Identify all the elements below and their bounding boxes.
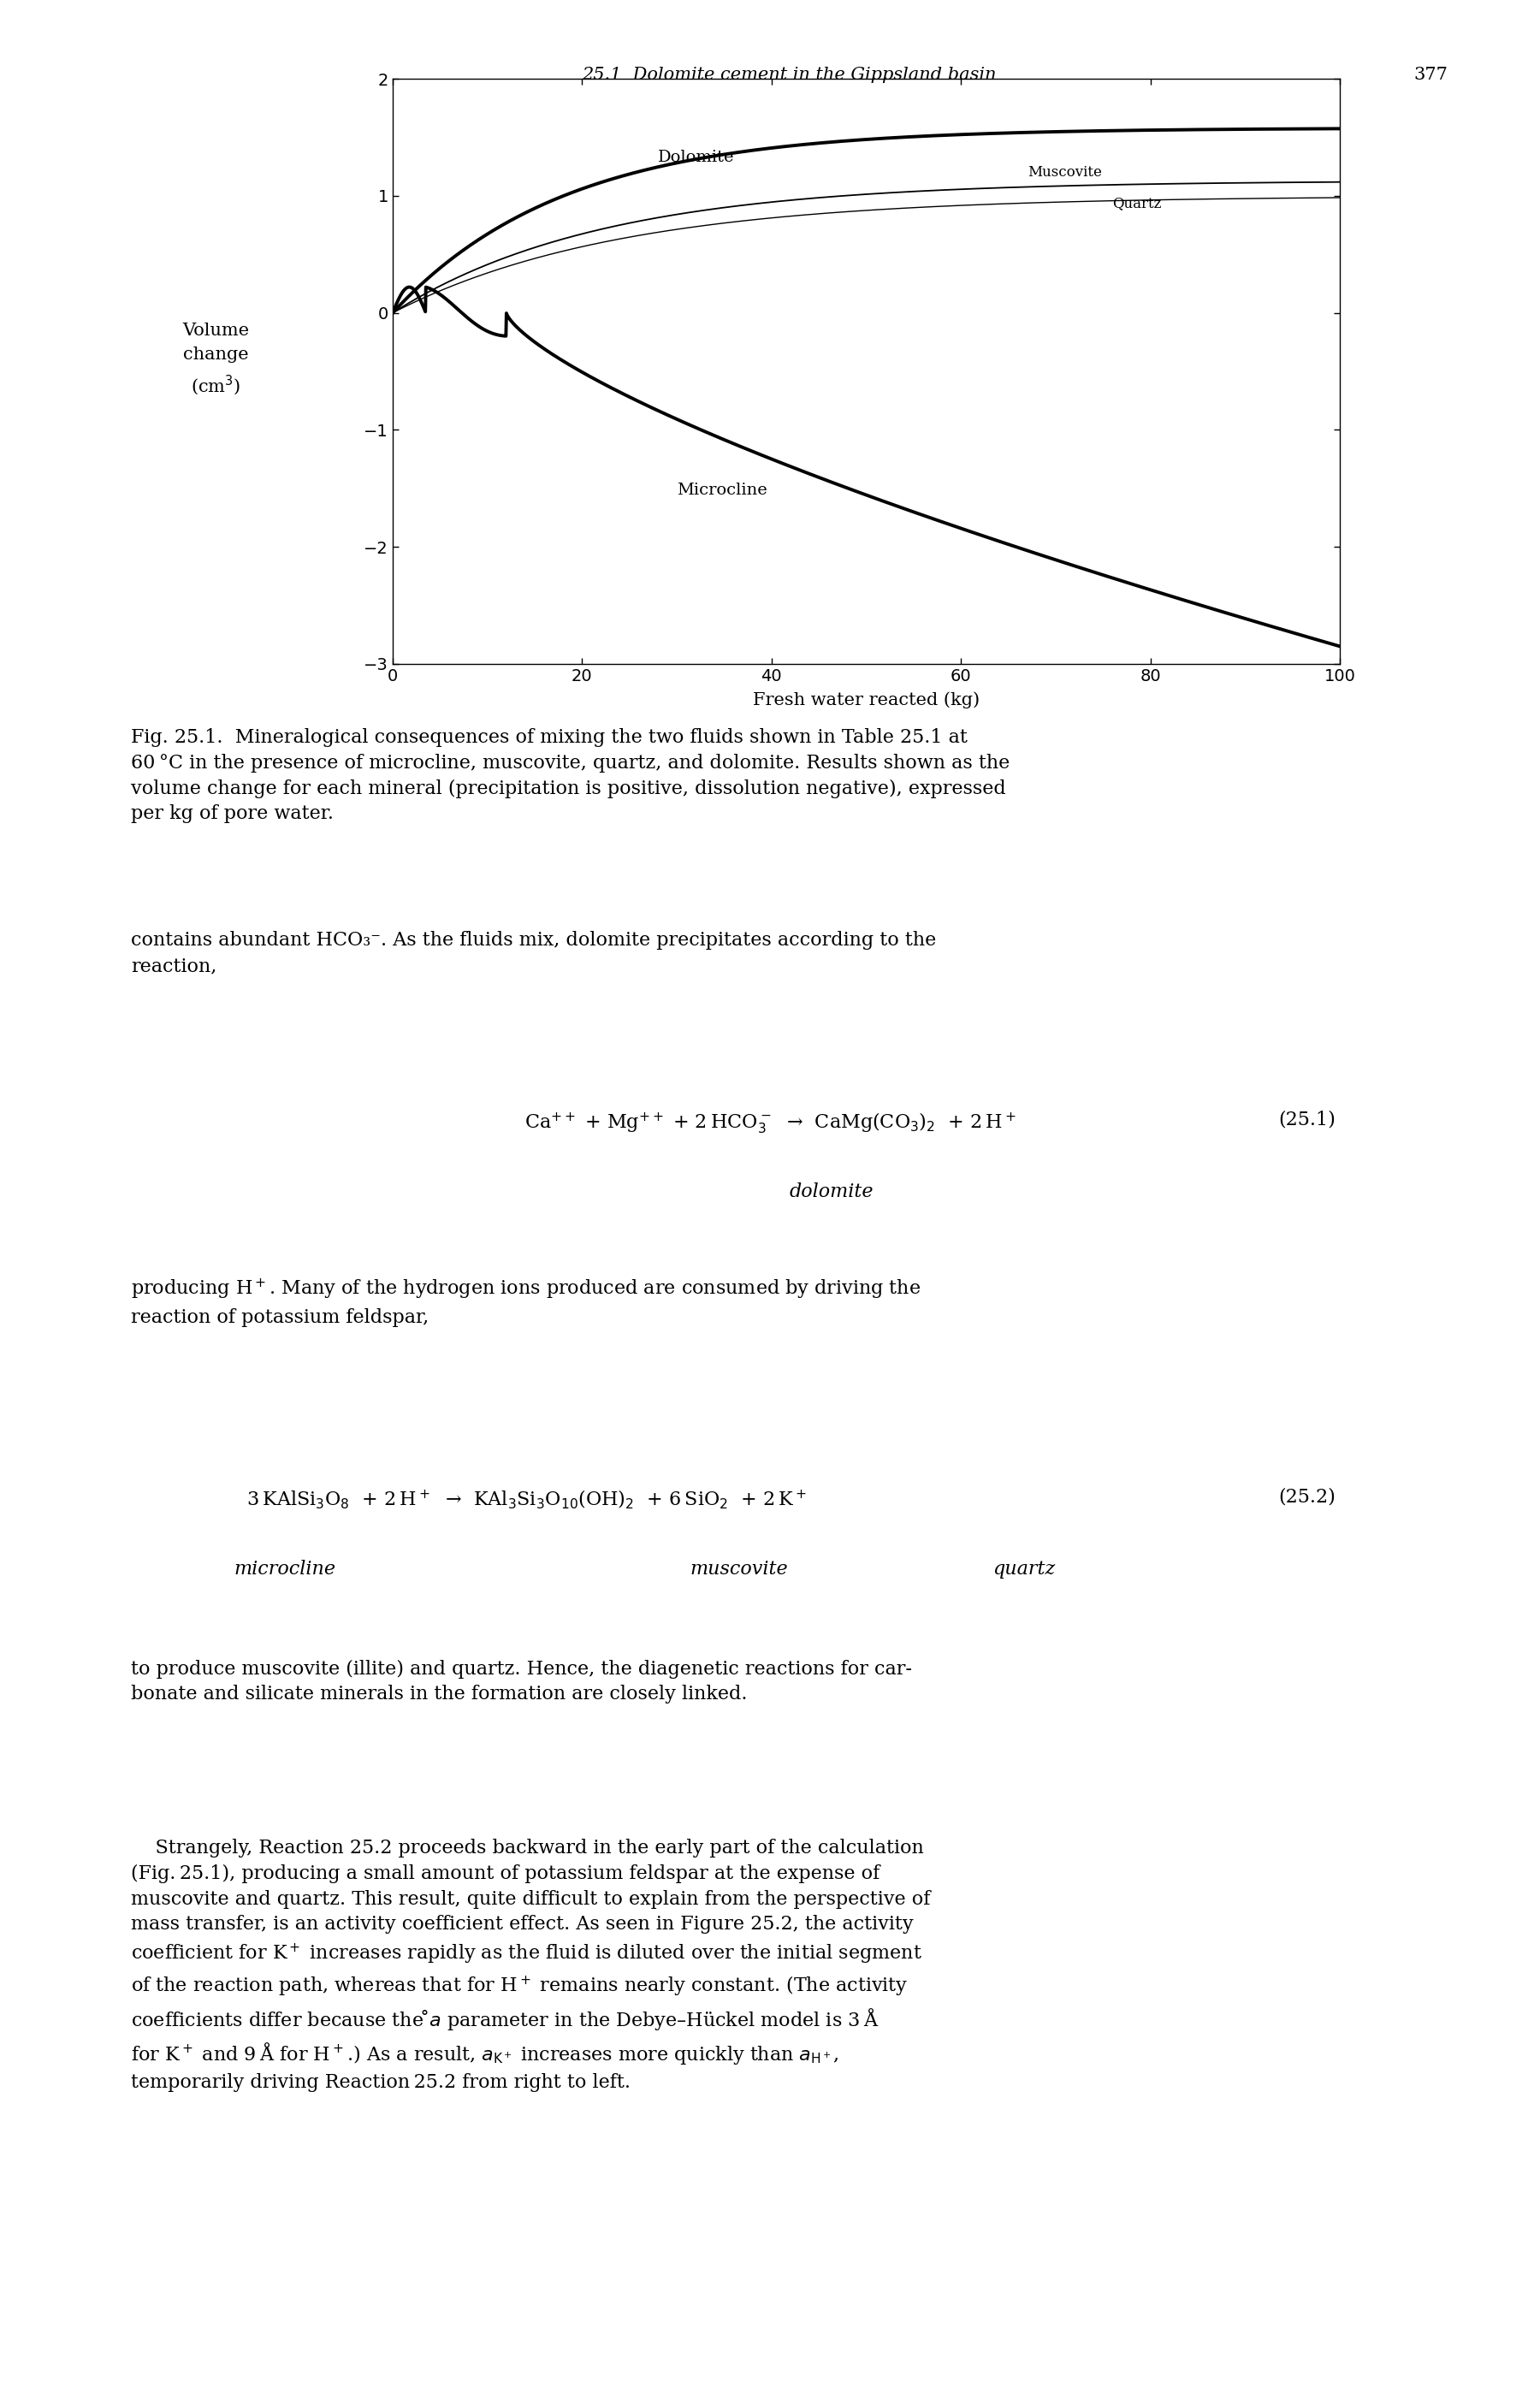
- Text: contains abundant HCO₃⁻. As the fluids mix, dolomite precipitates according to t: contains abundant HCO₃⁻. As the fluids m…: [131, 931, 936, 977]
- Text: quartz: quartz: [993, 1559, 1055, 1578]
- Text: to produce muscovite (illite) and quartz. Hence, the diagenetic reactions for ca: to produce muscovite (illite) and quartz…: [131, 1660, 912, 1705]
- Text: Strangely, Reaction 25.2 proceeds backward in the early part of the calculation
: Strangely, Reaction 25.2 proceeds backwa…: [131, 1839, 930, 2092]
- Text: dolomite: dolomite: [790, 1182, 873, 1201]
- Text: muscovite: muscovite: [690, 1559, 788, 1578]
- Text: 377: 377: [1414, 67, 1448, 84]
- Text: Dolomite: Dolomite: [658, 150, 735, 165]
- Text: Muscovite: Muscovite: [1027, 165, 1101, 179]
- Text: microcline: microcline: [234, 1559, 336, 1578]
- Text: Microcline: Microcline: [678, 482, 767, 497]
- Text: (25.2): (25.2): [1278, 1488, 1335, 1507]
- Text: 25.1  Dolomite cement in the Gippsland basin: 25.1 Dolomite cement in the Gippsland ba…: [582, 67, 996, 84]
- Text: 3 KAlSi$_3$O$_8$  + 2 H$^+$  →  KAl$_3$Si$_3$O$_{10}$(OH)$_2$  + 6 SiO$_2$  + 2 : 3 KAlSi$_3$O$_8$ + 2 H$^+$ → KAl$_3$Si$_…: [246, 1488, 807, 1509]
- Text: Quartz: Quartz: [1112, 196, 1161, 210]
- X-axis label: Fresh water reacted (kg): Fresh water reacted (kg): [753, 693, 979, 709]
- Text: Volume
change
(cm$^3$): Volume change (cm$^3$): [182, 322, 249, 396]
- Text: (25.1): (25.1): [1278, 1110, 1335, 1130]
- Text: producing H$^+$. Many of the hydrogen ions produced are consumed by driving the
: producing H$^+$. Many of the hydrogen io…: [131, 1278, 921, 1328]
- Text: Ca$^{++}$ + Mg$^{++}$ + 2 HCO$_3^-$  →  CaMg(CO$_3$)$_2$  + 2 H$^+$: Ca$^{++}$ + Mg$^{++}$ + 2 HCO$_3^-$ → Ca…: [524, 1110, 1016, 1134]
- Text: Fig. 25.1.  Mineralogical consequences of mixing the two fluids shown in Table 2: Fig. 25.1. Mineralogical consequences of…: [131, 728, 1010, 824]
